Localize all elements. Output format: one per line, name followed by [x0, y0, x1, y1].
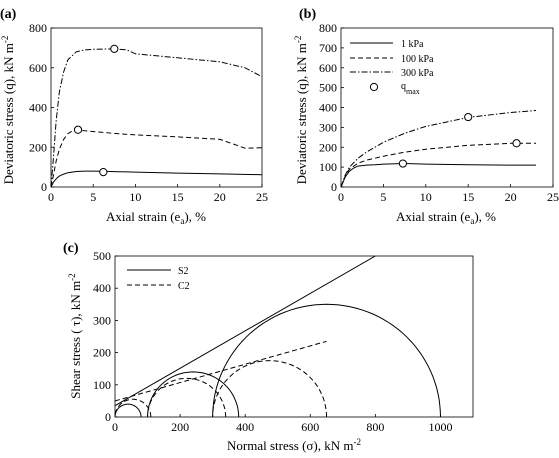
mohr-circle-s2 [147, 371, 240, 417]
x-tick-label: 25 [256, 190, 268, 204]
panel-a-y-ticks: 0 200 400 600 800 [29, 21, 54, 194]
x-tick-label: 15 [172, 190, 184, 204]
panel-b-y-ticks: 0 100 200 300 400 500 600 700 800 [319, 21, 344, 194]
x-tick-label: 5 [90, 190, 96, 204]
panel-a-qmax-markers [73, 44, 119, 177]
y-tick-label: 200 [93, 346, 111, 360]
mohr-circle-c2 [212, 360, 327, 417]
panel-c-series [115, 256, 441, 417]
panel-b-y-axis-label: Deviatoric stress (q), kN m-2 [293, 36, 309, 185]
qmax-marker [512, 139, 521, 148]
panel-b-qmax-markers [398, 112, 521, 168]
x-tick-label: 400 [236, 420, 254, 434]
panel-c-y-axis-label: Shear stress ( τ), kN m-2 [67, 273, 83, 398]
x-tick-label: 0 [112, 420, 118, 434]
y-tick-label: 300 [319, 120, 337, 134]
y-tick-label: 400 [29, 101, 47, 115]
x-tick-label: 200 [171, 420, 189, 434]
y-tick-label: 0 [41, 180, 47, 194]
failure-envelope-s2 [115, 256, 376, 407]
panel-c-legend: S2 C2 [127, 266, 190, 292]
panel-a-x-ticks: 0 5 10 15 20 25 [48, 184, 268, 204]
x-tick-label: 20 [214, 190, 226, 204]
x-tick-label: 5 [380, 190, 386, 204]
y-tick-label: 800 [29, 21, 47, 35]
qmax-marker [464, 112, 473, 122]
y-tick-label: 0 [331, 180, 337, 194]
legend-swatch-qmax [369, 82, 379, 92]
panel-a-label: (a) [0, 7, 17, 22]
series-line-dashed [50, 129, 263, 188]
y-tick-label: 100 [319, 160, 337, 174]
y-tick-label: 600 [29, 61, 47, 75]
legend-label-1kpa: 1 kPa [401, 39, 424, 50]
legend-label-300kpa: 300 kPa [401, 68, 434, 79]
x-tick-label: 10 [129, 190, 141, 204]
y-tick-label: 800 [319, 21, 337, 35]
x-tick-label: 1000 [428, 420, 452, 434]
panel-c-x-axis-label: Normal stress (σ), kN m-2 [227, 437, 361, 453]
series-line-dashdot [50, 48, 263, 188]
panel-a: (a) 0 5 10 15 20 25 0 200 400 600 800 Axial strai… [0, 7, 268, 226]
y-tick-label: 500 [319, 81, 337, 95]
legend-label-100kpa: 100 kPa [401, 54, 434, 65]
panel-c-plot-frame [114, 255, 474, 418]
panel-a-plot-frame [50, 27, 263, 188]
panel-a-y-axis-label: Deviatoric stress (q), kN m-2 [0, 36, 16, 185]
qmax-marker [99, 167, 108, 177]
x-tick-label: 15 [462, 190, 474, 204]
mohr-circle-c2 [115, 398, 152, 417]
panel-c-x-ticks: 0 200 400 600 800 1000 [112, 414, 452, 434]
y-tick-label: 500 [93, 249, 111, 263]
panel-c-label: (c) [63, 241, 79, 256]
mohr-circle-s2 [212, 303, 441, 417]
x-tick-label: 25 [547, 190, 559, 204]
y-tick-label: 400 [93, 281, 111, 295]
y-tick-label: 600 [319, 61, 337, 75]
series-line-solid [340, 162, 536, 188]
x-tick-label: 0 [338, 190, 344, 204]
panel-c: (c) 0 200 400 600 800 1000 0 100 200 300 400 500 S… [63, 241, 474, 453]
series-line-solid [50, 170, 263, 188]
y-tick-label: 200 [29, 140, 47, 154]
panel-b-x-ticks: 0 5 10 15 20 25 [338, 184, 559, 204]
y-tick-label: 400 [319, 101, 337, 115]
panel-a-x-axis-label: Axial strain (ea), % [106, 209, 206, 226]
qmax-marker [110, 44, 119, 53]
legend-label-s2: S2 [178, 266, 189, 277]
legend-label-qmax: qmax [401, 81, 420, 96]
panel-b-label: (b) [299, 7, 316, 22]
x-tick-label: 10 [420, 190, 432, 204]
x-tick-label: 600 [301, 420, 319, 434]
qmax-marker [398, 159, 408, 168]
failure-envelope-c2 [115, 340, 327, 402]
x-tick-label: 20 [505, 190, 517, 204]
mohr-circle-c2 [147, 377, 227, 417]
panel-b-series [340, 110, 537, 188]
series-line-dashdot [340, 110, 537, 188]
y-tick-label: 0 [105, 410, 111, 424]
y-tick-label: 300 [93, 313, 111, 327]
panel-c-y-ticks: 0 100 200 300 400 500 [93, 249, 118, 424]
y-tick-label: 200 [319, 140, 337, 154]
y-tick-label: 700 [319, 41, 337, 55]
legend-label-c2: C2 [178, 281, 190, 292]
panel-b-plot-frame [340, 27, 554, 188]
panel-b: (b) 0 5 10 15 20 25 0 100 200 300 400 500 600 700 800… [293, 7, 559, 226]
y-tick-label: 100 [93, 378, 111, 392]
panel-b-x-axis-label: Axial strain (ea), % [396, 209, 496, 226]
x-tick-label: 800 [366, 420, 384, 434]
qmax-marker [73, 125, 83, 134]
panel-a-series [50, 48, 263, 188]
series-line-dashed [340, 142, 536, 188]
x-tick-label: 0 [48, 190, 54, 204]
panel-b-legend: 1 kPa 100 kPa 300 kPa qmax [350, 39, 434, 96]
